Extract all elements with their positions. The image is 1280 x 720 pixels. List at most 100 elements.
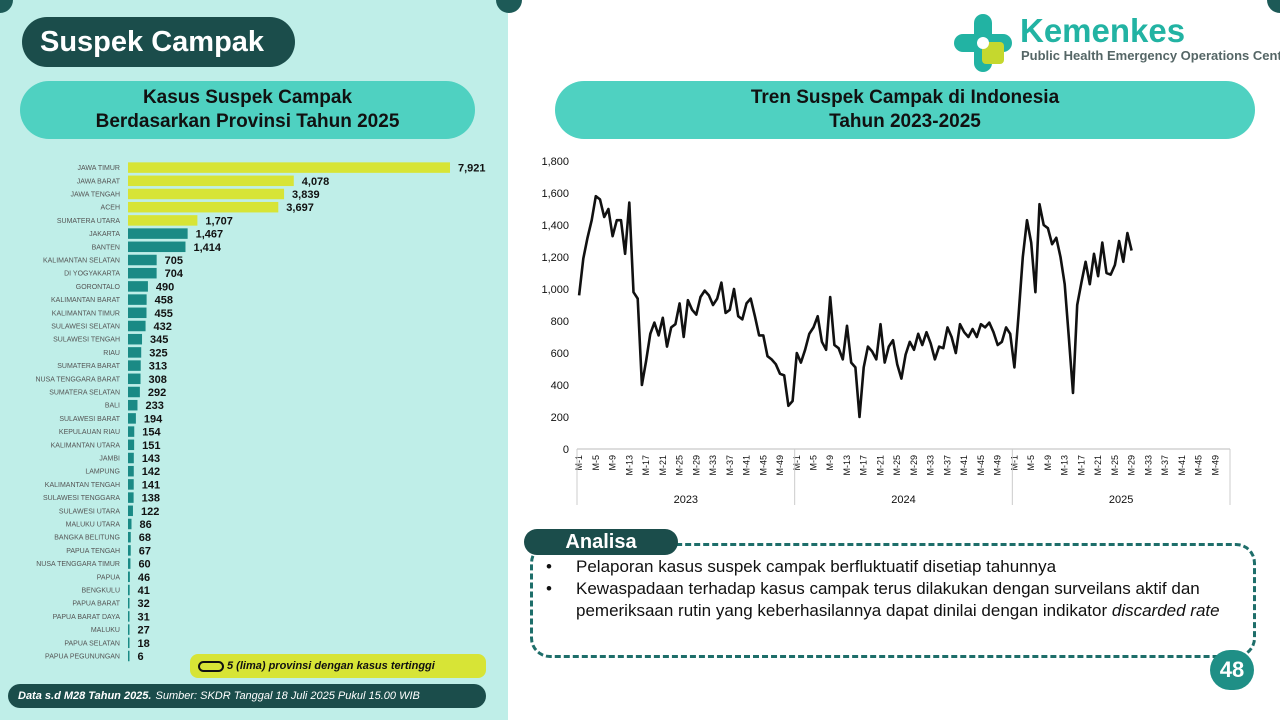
x-tick-label: M-25 xyxy=(892,455,902,476)
x-tick-label: M-29 xyxy=(691,455,701,476)
analysis-point: Pelaporan kasus suspek campak berfluktua… xyxy=(546,556,1246,578)
year-label: 2024 xyxy=(891,494,915,506)
x-tick-label: M-41 xyxy=(742,455,752,476)
province-label: SULAWESI UTARA xyxy=(59,508,120,515)
province-value-label: 704 xyxy=(165,268,184,280)
logo-subtitle: Public Health Emergency Operations Cente… xyxy=(1021,48,1280,63)
province-bar xyxy=(128,584,130,596)
province-value-label: 3,839 xyxy=(292,189,320,201)
x-tick-label: M-17 xyxy=(641,455,651,476)
province-bar xyxy=(128,360,141,371)
trend-axes: 0 200 400 600 800 1,000 1,200 1,400 1,600 1,800 M-… xyxy=(541,156,1231,506)
province-bar xyxy=(128,492,134,503)
province-bar xyxy=(128,201,279,213)
x-tick-label: M-41 xyxy=(1177,455,1187,476)
province-value-label: 41 xyxy=(138,585,150,597)
province-bar xyxy=(128,228,188,239)
province-value-label: 4,078 xyxy=(302,176,330,188)
province-value-label: 345 xyxy=(150,334,168,346)
trend-chart-title: Tren Suspek Campak di Indonesia Tahun 20… xyxy=(555,81,1255,139)
x-tick-label: M-45 xyxy=(976,455,986,476)
province-label: LAMPUNG xyxy=(85,469,120,476)
province-label: PAPUA TENGAH xyxy=(66,548,120,555)
province-bar xyxy=(128,452,134,464)
province-chart-title: Kasus Suspek Campak Berdasarkan Provinsi… xyxy=(20,81,475,139)
province-label: BALI xyxy=(105,403,120,410)
analysis-point-italic: discarded rate xyxy=(1111,601,1220,620)
province-value-label: 122 xyxy=(141,506,159,518)
x-tick-label: M-21 xyxy=(658,455,668,476)
province-label: KALIMANTAN BARAT xyxy=(51,297,121,304)
province-label: BANGKA BELITUNG xyxy=(54,535,120,542)
province-bar xyxy=(128,307,147,319)
province-bar xyxy=(128,571,130,583)
trend-line-chart: 0 200 400 600 800 1,000 1,200 1,400 1,600 1,800 M-… xyxy=(541,156,1231,506)
province-value-label: 1,467 xyxy=(196,229,224,241)
y-tick-label: 400 xyxy=(551,380,569,392)
legend-note: 5 (lima) provinsi dengan kasus tertinggi xyxy=(190,654,486,678)
province-label: JAWA TIMUR xyxy=(77,165,120,172)
x-tick-label: M-13 xyxy=(1060,455,1070,476)
year-label: 2025 xyxy=(1109,494,1133,506)
province-value-label: 308 xyxy=(149,374,167,386)
province-value-label: 292 xyxy=(148,387,166,399)
x-tick-label: M-37 xyxy=(942,455,952,476)
y-tick-label: 1,800 xyxy=(541,156,569,168)
province-label: SULAWESI TENGGARA xyxy=(43,495,120,502)
province-label: MALUKU UTARA xyxy=(66,522,121,529)
province-bar xyxy=(128,505,133,517)
province-value-label: 154 xyxy=(142,427,161,439)
legend-swatch-icon xyxy=(198,660,224,672)
province-value-label: 490 xyxy=(156,281,174,293)
y-tick-label: 1,000 xyxy=(541,284,569,296)
trend-series xyxy=(577,194,1133,419)
province-value-label: 67 xyxy=(139,545,151,557)
province-bar-chart: JAWA TIMUR 7,921 JAWA BARAT 4,078 JAWA TENGA… xyxy=(35,162,486,663)
x-tick-label: M-29 xyxy=(909,455,919,476)
province-label: JAMBI xyxy=(99,456,120,463)
x-tick-label: M-33 xyxy=(926,455,936,476)
province-value-label: 60 xyxy=(138,559,150,571)
y-tick-label: 1,600 xyxy=(541,188,569,200)
analysis-list: Pelaporan kasus suspek campak berfluktua… xyxy=(546,556,1246,622)
analysis-point-text: Pelaporan kasus suspek campak berfluktua… xyxy=(576,557,1057,576)
y-tick-label: 200 xyxy=(551,412,569,424)
x-tick-label: M-1 xyxy=(1009,455,1019,471)
y-tick-label: 800 xyxy=(551,316,569,328)
y-tick-label: 1,200 xyxy=(541,252,569,264)
province-bar xyxy=(128,347,142,358)
province-label: SULAWESI TENGAH xyxy=(53,337,120,344)
x-tick-label: M-17 xyxy=(1076,455,1086,476)
trend-series-line xyxy=(577,194,1133,419)
year-label: 2023 xyxy=(674,494,698,506)
province-value-label: 27 xyxy=(138,625,150,637)
logo-name: Kemenkes xyxy=(1020,12,1186,49)
x-tick-label: M-5 xyxy=(809,455,819,471)
province-value-label: 143 xyxy=(142,453,160,465)
province-label: PAPUA xyxy=(97,574,121,581)
province-label: JAKARTA xyxy=(89,231,120,238)
analysis-label: Analisa xyxy=(524,529,678,555)
province-bar xyxy=(128,162,450,173)
province-value-label: 313 xyxy=(149,361,167,373)
kemenkes-logo: Kemenkes Public Health Emergency Operati… xyxy=(952,10,1280,76)
province-value-label: 432 xyxy=(154,321,172,333)
analysis-point-text: Kewaspadaan terhadap kasus campak terus … xyxy=(576,579,1200,620)
province-bar xyxy=(128,241,186,253)
province-label: KALIMANTAN TIMUR xyxy=(52,310,120,317)
province-label: SUMATERA UTARA xyxy=(57,218,120,225)
x-tick-label: M-25 xyxy=(675,455,685,476)
x-tick-label: M-37 xyxy=(1160,455,1170,476)
province-label: JAWA TENGAH xyxy=(70,192,120,199)
province-bar xyxy=(128,386,140,398)
province-value-label: 86 xyxy=(139,519,151,531)
province-label: ACEH xyxy=(101,205,120,212)
x-tick-label: M-41 xyxy=(959,455,969,476)
province-bar xyxy=(128,175,294,187)
page-title: Suspek Campak xyxy=(22,17,295,67)
province-label: PAPUA BARAT DAYA xyxy=(53,614,121,621)
legend-note-text: 5 (lima) provinsi dengan kasus tertinggi xyxy=(227,660,435,672)
province-label: SUMATERA SELATAN xyxy=(49,390,120,397)
province-bar xyxy=(128,399,138,411)
x-tick-label: M-1 xyxy=(574,455,584,471)
